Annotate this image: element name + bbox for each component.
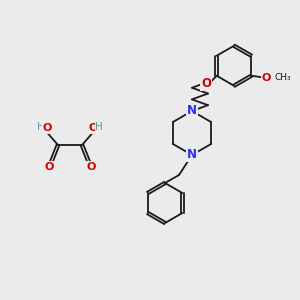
Text: H: H (95, 122, 103, 132)
Text: N: N (187, 148, 197, 161)
Text: H: H (37, 122, 45, 132)
Text: O: O (88, 123, 98, 133)
Text: N: N (187, 104, 197, 118)
Text: CH₃: CH₃ (274, 73, 291, 82)
Text: O: O (262, 73, 271, 83)
Text: O: O (42, 123, 52, 133)
Text: O: O (201, 77, 211, 90)
Text: O: O (86, 162, 96, 172)
Text: O: O (44, 162, 54, 172)
